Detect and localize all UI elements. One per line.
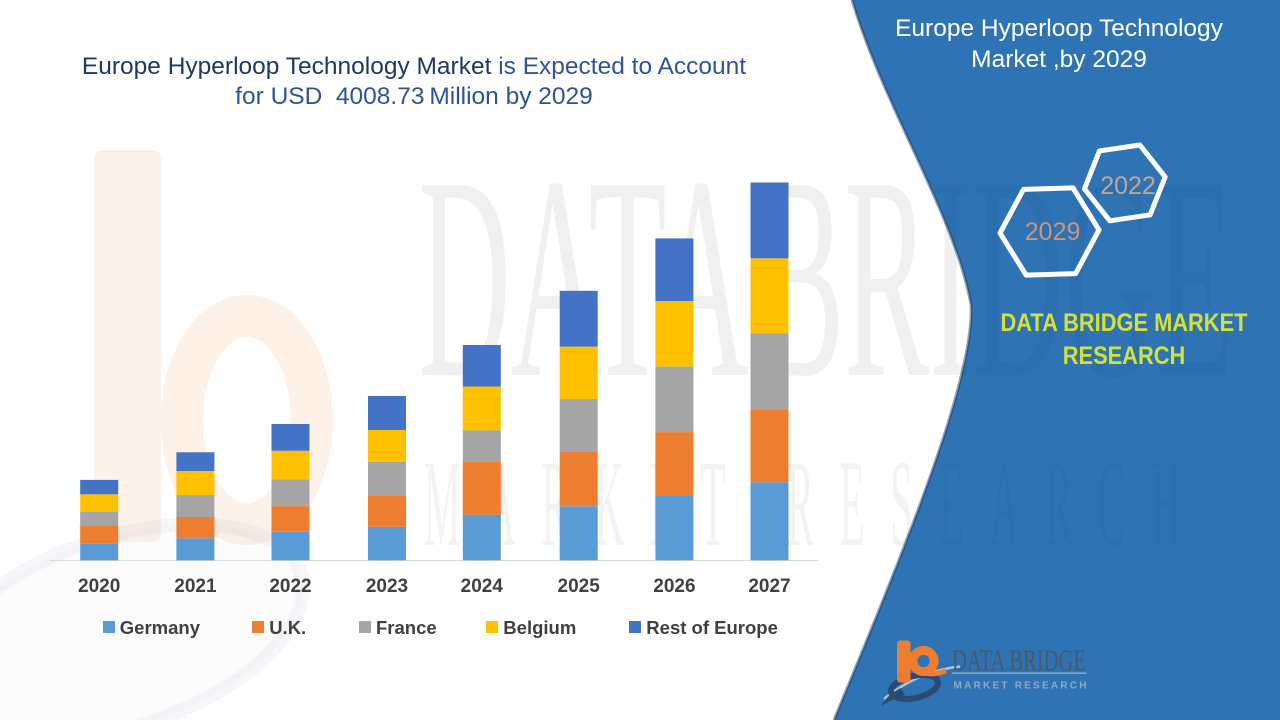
svg-text:MARKET RESEARCH: MARKET RESEARCH [954,681,1087,692]
svg-text:DATA BRIDGE: DATA BRIDGE [952,643,1086,678]
